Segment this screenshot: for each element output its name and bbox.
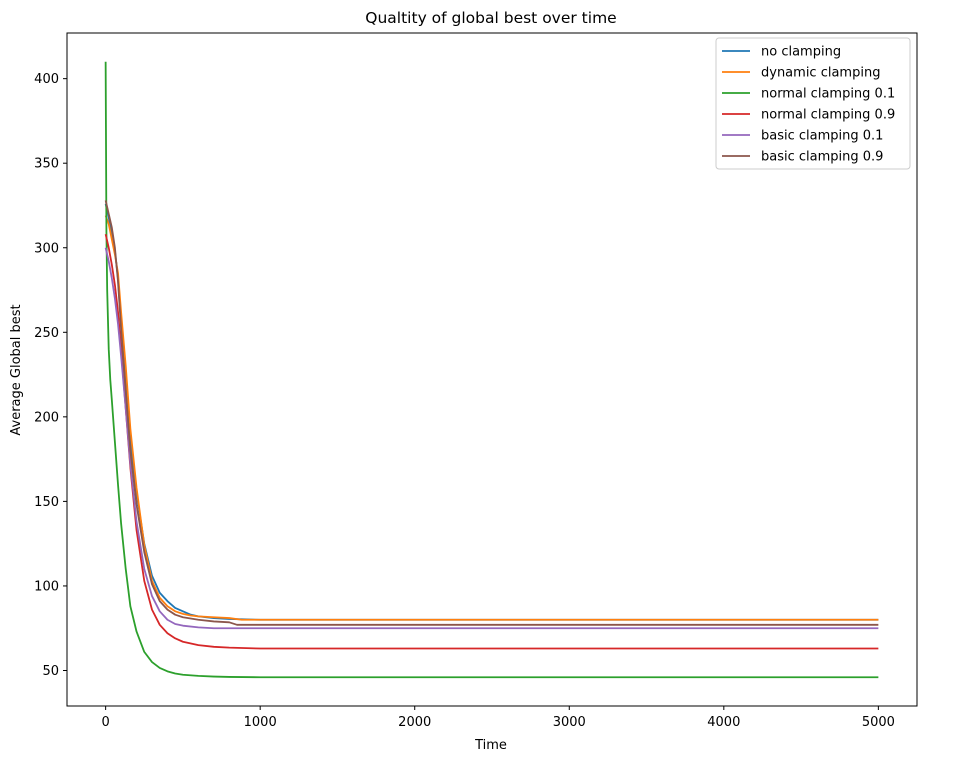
series-line-1 <box>104 215 879 621</box>
y-tick-label: 50 <box>42 664 59 679</box>
series-line-2 <box>104 61 879 679</box>
x-tick-label: 1000 <box>244 715 277 730</box>
x-tick-label: 3000 <box>553 715 586 730</box>
series-line-0 <box>104 203 879 621</box>
y-tick-label: 150 <box>34 495 59 510</box>
series-line-5 <box>104 200 879 626</box>
y-tick-label: 400 <box>34 72 59 87</box>
x-tick-label: 0 <box>101 715 109 730</box>
x-tick-label: 4000 <box>707 715 740 730</box>
y-tick-label: 200 <box>34 410 59 425</box>
plot-frame <box>66 32 918 707</box>
chart-title: Qualtity of global best over time <box>365 9 616 27</box>
legend-label: basic clamping 0.9 <box>761 150 883 165</box>
legend-label: normal clamping 0.9 <box>761 108 895 123</box>
y-tick-label: 100 <box>34 579 59 594</box>
series-line-3 <box>104 234 879 650</box>
y-tick-label: 250 <box>34 326 59 341</box>
legend: no clamping dynamic clamping normal clampi… <box>715 37 911 170</box>
y-tick-label: 350 <box>34 157 59 172</box>
legend-label: normal clamping 0.1 <box>761 87 895 102</box>
x-tick-label: 5000 <box>862 715 895 730</box>
y-axis-label: Average Global best <box>9 304 24 435</box>
axes-layer: 0 1000 2000 3000 4000 5000 50 100 150 200 250 300 35… <box>34 32 918 730</box>
legend-label: basic clamping 0.1 <box>761 129 883 144</box>
x-tick-label: 2000 <box>398 715 431 730</box>
x-axis-label: Time <box>474 738 507 753</box>
legend-label: no clamping <box>761 45 841 60</box>
series-line-4 <box>104 247 879 630</box>
legend-box <box>715 37 911 170</box>
series-layer <box>104 61 879 679</box>
y-tick-label: 300 <box>34 241 59 256</box>
legend-label: dynamic clamping <box>761 66 880 81</box>
